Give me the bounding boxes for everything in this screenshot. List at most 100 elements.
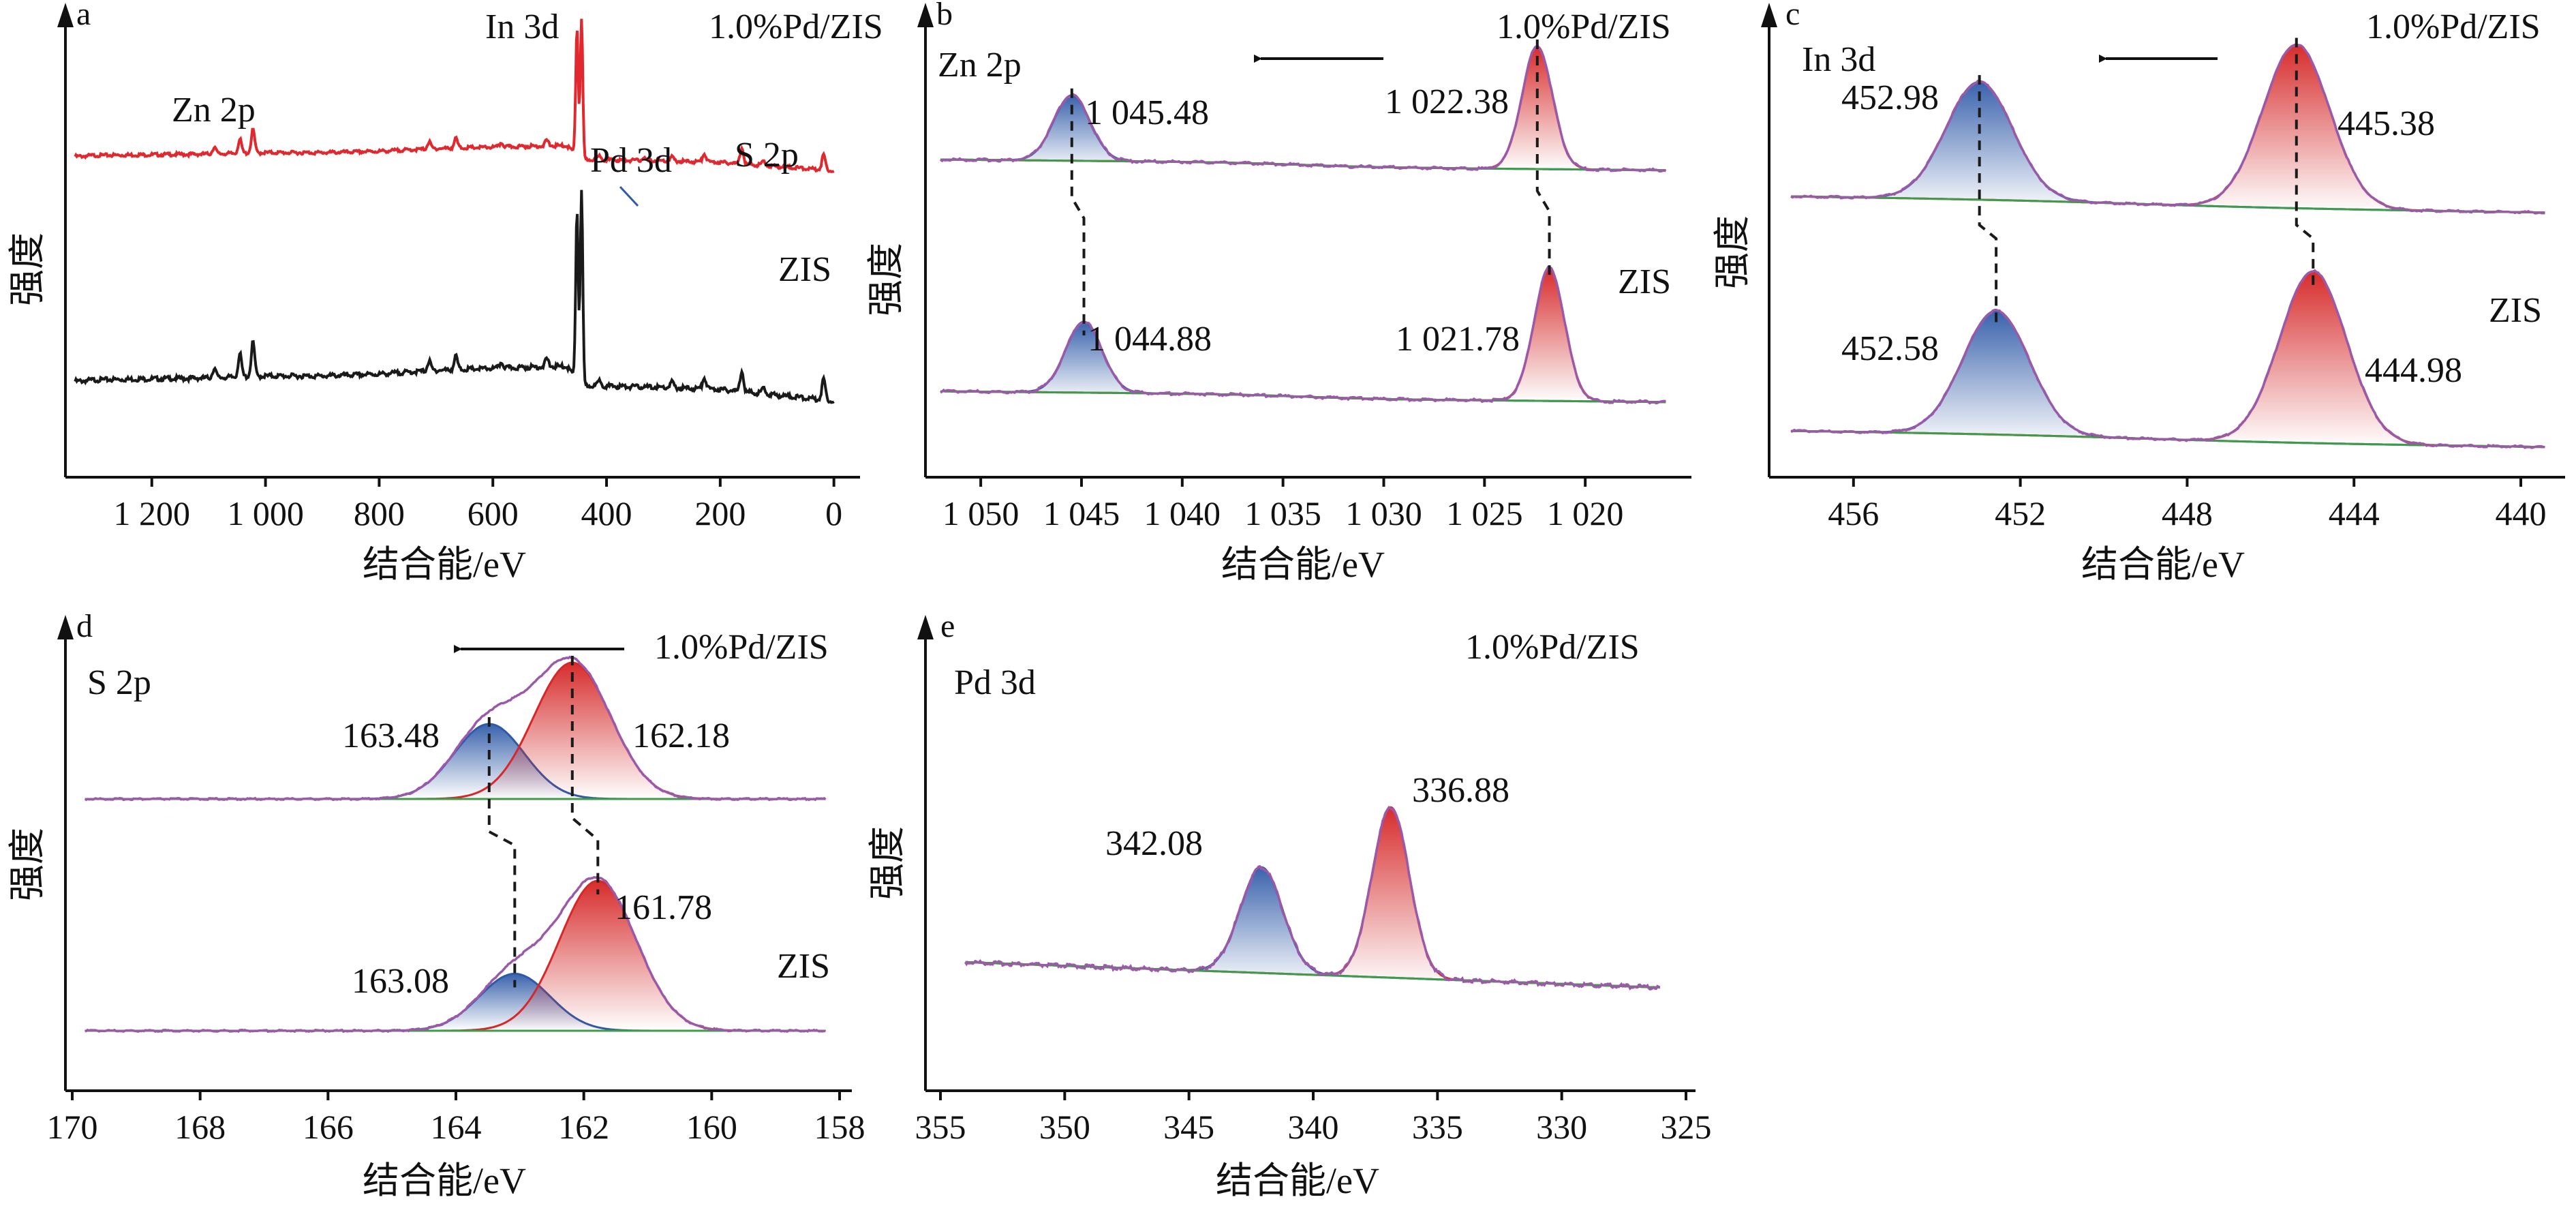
panel-d-envelope [85,875,827,1033]
panel-b-tick-label: 1 020 [1547,494,1624,532]
panel-e-tag: Pd 3d [954,663,1036,702]
panel-c-tick-label: 448 [2162,494,2213,532]
panel-d-peak2-top: 162.18 [632,716,730,755]
panel-e-y-arrow [917,615,934,639]
panel-c-y-label: 强度 [1712,215,1753,289]
panel-a-tick-label: 1 000 [227,494,304,532]
panel-d-x-ticks: 170 168 166 164 162 160 158 [47,1091,865,1146]
panel-a-tick-label: 400 [581,494,632,532]
panel-e: e 355 350 345 340 335 330 325 强度 结合能/eV Pd 3d … [867,608,1712,1201]
panel-c-tick-label: 440 [2496,494,2547,532]
panel-e-tick-label: 340 [1288,1108,1339,1146]
panel-b-tick-label: 1 030 [1345,494,1422,532]
panel-d-tick-label: 166 [303,1108,354,1146]
panel-e-peak2: 336.88 [1412,771,1509,810]
panel-d-peak1-top: 163.48 [342,716,440,755]
panel-b-tag: Zn 2p [938,46,1022,85]
panel-d-tick-label: 160 [686,1108,737,1146]
panel-d-component-line [85,879,826,1032]
panel-c-component-fill [1791,271,2545,447]
panel-c-sample-top: 1.0%Pd/ZIS [2366,7,2541,46]
panel-a-x-ticks: 1 200 1 000 800 600 400 200 0 [114,477,842,532]
panel-e-tick-label: 325 [1661,1108,1712,1146]
panel-b-component-fill [940,46,1666,170]
panel-d-tick-label: 168 [174,1108,226,1146]
panel-a-tick-label: 200 [694,494,746,532]
panel-a-pd3d-leader [619,185,639,207]
panel-b-spectra [939,39,1667,405]
panel-a-series-pd-zis [74,18,835,173]
panel-e-spectra [964,806,1661,991]
panel-c-peak1-top: 452.98 [1841,78,1939,117]
panel-a-tick-label: 800 [354,494,405,532]
panel-e-letter: e [940,608,955,644]
panel-e-y-label: 强度 [867,826,908,900]
panel-b-component-fill [940,322,1666,402]
panel-c-component-fill [1791,311,2545,447]
panel-c-y-arrow [1761,3,1777,27]
panel-a-series-zis [74,190,835,404]
panel-a-tag-s2p: S 2p [735,136,799,175]
panel-c-peak2-top: 445.38 [2337,104,2435,143]
panel-d-tag: S 2p [87,663,151,702]
panel-b-peak1-bottom: 1 044.88 [1088,320,1212,359]
panel-e-sample-top: 1.0%Pd/ZIS [1465,628,1640,667]
panel-c-shift-guide [1978,75,1998,325]
panel-a-tick-label: 0 [825,494,842,532]
panel-b-tick-label: 1 050 [942,494,1019,532]
panel-c-letter: c [1785,0,1800,32]
panel-c-x-label: 结合能/eV [2081,544,2245,585]
panel-d-tick-label: 162 [558,1108,609,1146]
panel-e-tick-label: 345 [1163,1108,1214,1146]
panel-c-spectra [1790,37,2545,449]
panel-a-tag-zn2p: Zn 2p [172,91,256,130]
panel-a-y-label: 强度 [7,232,48,306]
panel-e-component-line [965,866,1660,989]
panel-b-sample-bottom: ZIS [1618,262,1671,301]
panel-e-component-fill [965,807,1660,988]
panel-b-envelope [939,44,1667,173]
panel-b-tick-label: 1 035 [1244,494,1321,532]
panel-c-tick-label: 456 [1828,494,1879,532]
panel-d-tick-label: 170 [47,1108,98,1146]
panel-e-tick-label: 350 [1039,1108,1090,1146]
panel-d-component-fill [85,724,826,799]
panel-e-x-ticks: 355 350 345 340 335 330 325 [915,1091,1712,1146]
panel-b-peak1-top: 1 045.48 [1085,93,1209,132]
panel-d-y-label: 强度 [7,828,48,901]
panel-b-y-label: 强度 [865,243,906,316]
panel-b-peak2-bottom: 1 021.78 [1396,320,1520,359]
panel-d-tick-label: 158 [814,1108,865,1146]
panel-d-letter: d [76,608,93,644]
panel-d-spectra [84,655,827,1033]
panel-a-letter: a [76,0,91,32]
panel-e-peak1: 342.08 [1105,824,1203,863]
panel-b-x-ticks: 1 050 1 045 1 040 1 035 1 030 1 025 1 020 [942,477,1624,532]
panel-b-y-arrow [917,3,934,27]
panel-b-tick-label: 1 040 [1144,494,1221,532]
panel-b-letter: b [936,0,953,32]
panel-b-shift-guide [1070,88,1086,335]
panel-c-envelope [1790,269,2545,449]
panel-a-tick-label: 1 200 [114,494,191,532]
panel-d-peak2-bottom: 161.78 [615,888,712,927]
panel-c-peak1-bottom: 452.58 [1841,329,1939,368]
panel-e-tick-label: 330 [1536,1108,1587,1146]
panel-d-sample-top: 1.0%Pd/ZIS [654,628,829,667]
panel-a-tick-label: 600 [467,494,519,532]
panel-c-sample-bottom: ZIS [2489,291,2542,330]
panel-d-x-label: 结合能/eV [363,1160,526,1201]
panel-d-peak1-bottom: 163.08 [352,962,449,1001]
panel-e-x-label: 结合能/eV [1216,1160,1379,1201]
panel-a-sample-top: 1.0%Pd/ZIS [709,7,883,46]
panel-c-x-ticks: 456 452 448 444 440 [1828,477,2547,532]
panel-b-x-label: 结合能/eV [1221,544,1385,585]
panel-b: b 1 050 1 045 1 040 1 035 1 030 1 025 1 020 强度… [865,0,1691,585]
panel-e-envelope [964,806,1661,991]
panel-c-tick-label: 444 [2329,494,2380,532]
panel-d-tick-label: 164 [431,1108,482,1146]
panel-a-sample-bottom: ZIS [778,250,831,289]
panel-b-tick-label: 1 045 [1043,494,1120,532]
panel-b-tick-label: 1 025 [1446,494,1523,532]
